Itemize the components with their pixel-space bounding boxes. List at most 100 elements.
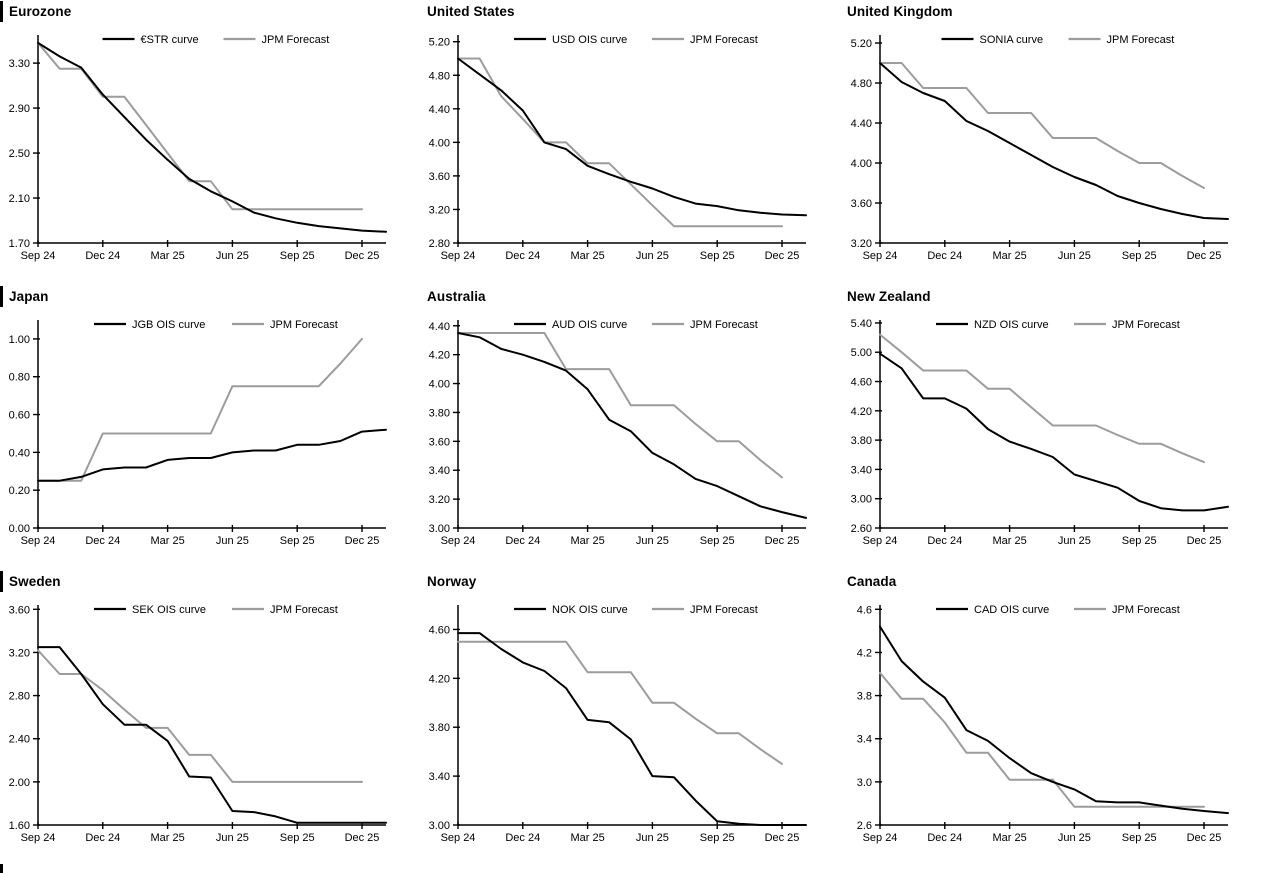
legend-label: CAD OIS curve xyxy=(974,604,1049,616)
chart-title: New Zealand xyxy=(847,288,931,304)
y-tick-label: 1.60 xyxy=(9,820,30,832)
y-tick-label: 3.60 xyxy=(9,604,30,616)
y-tick-label: 3.20 xyxy=(851,238,872,250)
y-tick-label: 4.80 xyxy=(851,78,872,90)
y-tick-label: 3.8 xyxy=(857,691,872,703)
legend-label: SONIA curve xyxy=(980,34,1044,46)
legend-label: JPM Forecast xyxy=(1112,319,1180,331)
y-tick-label: 2.60 xyxy=(851,523,872,535)
x-tick-label: Dec 24 xyxy=(85,250,120,262)
y-tick-label: 3.40 xyxy=(429,465,450,477)
ois-curve-line xyxy=(879,62,1229,220)
x-tick-label: Dec 25 xyxy=(1187,250,1222,262)
x-tick-label: Sep 25 xyxy=(280,250,315,262)
y-tick-label: 3.20 xyxy=(9,647,30,659)
x-tick-label: Jun 25 xyxy=(1058,832,1091,844)
legend-label: JPM Forecast xyxy=(690,604,758,616)
y-tick-label: 5.20 xyxy=(851,38,872,50)
legend-item-market-curve: AUD OIS curve xyxy=(514,319,627,331)
y-tick-label: 2.50 xyxy=(9,148,30,160)
x-tick-label: Dec 25 xyxy=(1187,832,1222,844)
x-tick-label: Mar 25 xyxy=(570,535,604,547)
section-bar xyxy=(0,285,3,307)
legend-item-forecast: JPM Forecast xyxy=(223,34,330,46)
y-tick-label: 3.20 xyxy=(429,494,450,506)
legend-item-market-curve: NOK OIS curve xyxy=(514,604,628,616)
legend-label: JGB OIS curve xyxy=(132,319,205,331)
x-tick-label: Sep 24 xyxy=(863,535,898,547)
legend-label: JPM Forecast xyxy=(1107,34,1175,46)
chart-title: Eurozone xyxy=(9,3,72,19)
y-tick-label: 0.40 xyxy=(9,447,30,459)
ois-curve-line xyxy=(37,41,387,233)
y-tick-label: 2.10 xyxy=(9,193,30,205)
x-tick-label: Jun 25 xyxy=(216,250,249,262)
x-tick-label: Sep 25 xyxy=(1122,250,1157,262)
legend-item-forecast: JPM Forecast xyxy=(1074,319,1180,331)
ois-curve-line xyxy=(457,57,807,217)
y-tick-label: 4.20 xyxy=(851,406,872,418)
ois-curve-line xyxy=(879,352,1229,512)
legend-item-market-curve: €STR curve xyxy=(102,34,199,46)
y-tick-label: 4.00 xyxy=(429,137,450,149)
x-tick-label: Jun 25 xyxy=(216,832,249,844)
forecast-line xyxy=(457,332,783,479)
legend-label: NOK OIS curve xyxy=(552,604,628,616)
x-tick-label: Mar 25 xyxy=(150,832,184,844)
forecast-line xyxy=(879,62,1205,189)
forecast-line xyxy=(37,337,363,482)
legend-label: JPM Forecast xyxy=(1112,604,1180,616)
x-tick-label: Sep 24 xyxy=(21,535,56,547)
x-tick-label: Dec 24 xyxy=(85,832,120,844)
chart-header: Canada xyxy=(840,570,1264,592)
chart-header: United States xyxy=(420,0,840,22)
forecast-line xyxy=(37,41,363,211)
chart-title: Canada xyxy=(847,573,897,589)
y-tick-label: 3.60 xyxy=(851,198,872,210)
x-tick-label: Sep 24 xyxy=(21,832,56,844)
chart-header: Eurozone xyxy=(0,0,420,22)
y-tick-label: 3.80 xyxy=(429,407,450,419)
y-tick-label: 0.20 xyxy=(9,485,30,497)
y-tick-label: 5.00 xyxy=(851,347,872,359)
x-tick-label: Dec 24 xyxy=(505,535,540,547)
section-bar xyxy=(0,570,3,592)
x-tick-label: Mar 25 xyxy=(150,250,184,262)
ois-curve-line xyxy=(879,625,1229,815)
section-bar-partial xyxy=(0,864,3,873)
y-tick-label: 2.40 xyxy=(9,734,30,746)
legend-label: USD OIS curve xyxy=(552,34,627,46)
x-tick-label: Dec 24 xyxy=(927,535,962,547)
forecast-line xyxy=(879,671,1205,808)
legend-label: JPM Forecast xyxy=(262,34,330,46)
chart-title: Japan xyxy=(9,288,49,304)
y-tick-label: 2.00 xyxy=(9,777,30,789)
x-tick-label: Mar 25 xyxy=(570,250,604,262)
y-tick-label: 3.30 xyxy=(9,58,30,70)
chart-header: United Kingdom xyxy=(840,0,1264,22)
y-tick-label: 3.4 xyxy=(857,734,872,746)
y-tick-label: 0.00 xyxy=(9,523,30,535)
y-tick-label: 4.00 xyxy=(851,158,872,170)
y-tick-label: 3.0 xyxy=(857,777,872,789)
x-tick-label: Mar 25 xyxy=(992,535,1026,547)
legend-item-market-curve: SONIA curve xyxy=(941,34,1044,46)
y-tick-label: 4.00 xyxy=(429,379,450,391)
legend-item-market-curve: USD OIS curve xyxy=(514,34,627,46)
y-tick-label: 4.40 xyxy=(429,321,450,333)
x-tick-label: Sep 24 xyxy=(21,250,56,262)
y-tick-label: 3.40 xyxy=(851,464,872,476)
legend-label: JPM Forecast xyxy=(270,319,338,331)
y-tick-label: 4.20 xyxy=(429,673,450,685)
y-tick-label: 2.80 xyxy=(9,691,30,703)
x-tick-label: Jun 25 xyxy=(1058,250,1091,262)
y-tick-label: 3.80 xyxy=(851,435,872,447)
y-tick-label: 5.40 xyxy=(851,318,872,330)
y-tick-label: 3.00 xyxy=(851,494,872,506)
x-tick-label: Dec 24 xyxy=(85,535,120,547)
y-tick-label: 3.00 xyxy=(429,523,450,535)
